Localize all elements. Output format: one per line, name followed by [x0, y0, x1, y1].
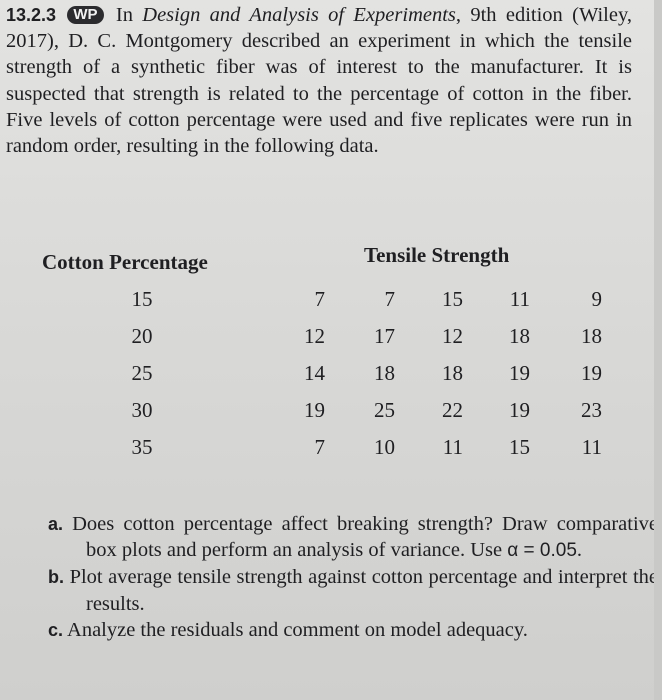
part-b-label: b. — [48, 567, 64, 588]
strength-cell: 19 — [509, 398, 530, 422]
strength-cell: 19 — [304, 398, 325, 422]
part-a-end: . — [576, 539, 583, 562]
strength-cell: 7 — [314, 287, 326, 311]
strength-cell: 23 — [581, 398, 602, 422]
problem-number: 13.2.3 — [6, 5, 57, 25]
wp-badge: WP — [67, 6, 104, 24]
problem-parts: a. Does cotton percentage affect breakin… — [48, 511, 658, 643]
cotton-pct-cell: 35 — [131, 435, 153, 459]
strength-cell: 19 — [581, 361, 602, 385]
cotton-percentage-header: Cotton Percentage — [42, 250, 208, 274]
part-a-text: Does cotton percentage affect breaking s… — [72, 513, 658, 562]
strength-cell: 14 — [304, 361, 325, 385]
strength-cell: 11 — [581, 435, 602, 459]
part-c-text: Analyze the residuals and comment on mod… — [67, 618, 528, 641]
problem-text: , 9th edition (Wiley, 2017), D. C. Montg… — [6, 4, 633, 158]
strength-cell: 18 — [509, 324, 530, 348]
problem-statement: 13.2.3 WP In Design and Analysis of Expe… — [6, 2, 632, 159]
part-c: c. Analyze the residuals and comment on … — [48, 617, 658, 643]
strength-cell: 7 — [384, 287, 396, 311]
problem-lead: In — [115, 4, 133, 26]
strength-cell: 17 — [374, 324, 395, 348]
strength-cell: 22 — [442, 398, 463, 422]
strength-cell: 12 — [442, 324, 463, 348]
strength-cell: 15 — [509, 435, 530, 459]
strength-cell: 18 — [374, 361, 395, 385]
cotton-pct-cell: 30 — [131, 398, 153, 422]
part-a-label: a. — [48, 514, 64, 534]
page-edge — [654, 0, 662, 700]
strength-cell: 10 — [374, 435, 395, 459]
strength-cell: 12 — [304, 324, 325, 348]
part-a: a. Does cotton percentage affect breakin… — [48, 511, 658, 564]
strength-cell: 18 — [442, 361, 463, 385]
cotton-pct-cell: 20 — [131, 324, 153, 348]
strength-cell: 11 — [442, 435, 463, 459]
strength-cell: 7 — [314, 435, 326, 459]
strength-cell: 15 — [442, 287, 463, 311]
cotton-pct-cell: 25 — [131, 361, 153, 385]
part-b-text: Plot average tensile strength against co… — [69, 566, 659, 615]
strength-cell: 19 — [509, 361, 530, 385]
part-c-label: c. — [48, 619, 64, 640]
tensile-strength-header: Tensile Strength — [364, 243, 510, 267]
strength-cell: 11 — [509, 287, 530, 311]
alpha-value: α = 0.05 — [507, 540, 577, 562]
book-title: Design and Analysis of Experiments — [142, 4, 456, 26]
strength-cell: 25 — [374, 398, 395, 422]
part-b: b. Plot average tensile strength against… — [48, 564, 658, 616]
strength-cell: 18 — [581, 324, 602, 348]
strength-cell: 9 — [591, 287, 603, 311]
cotton-pct-cell: 15 — [131, 287, 153, 311]
